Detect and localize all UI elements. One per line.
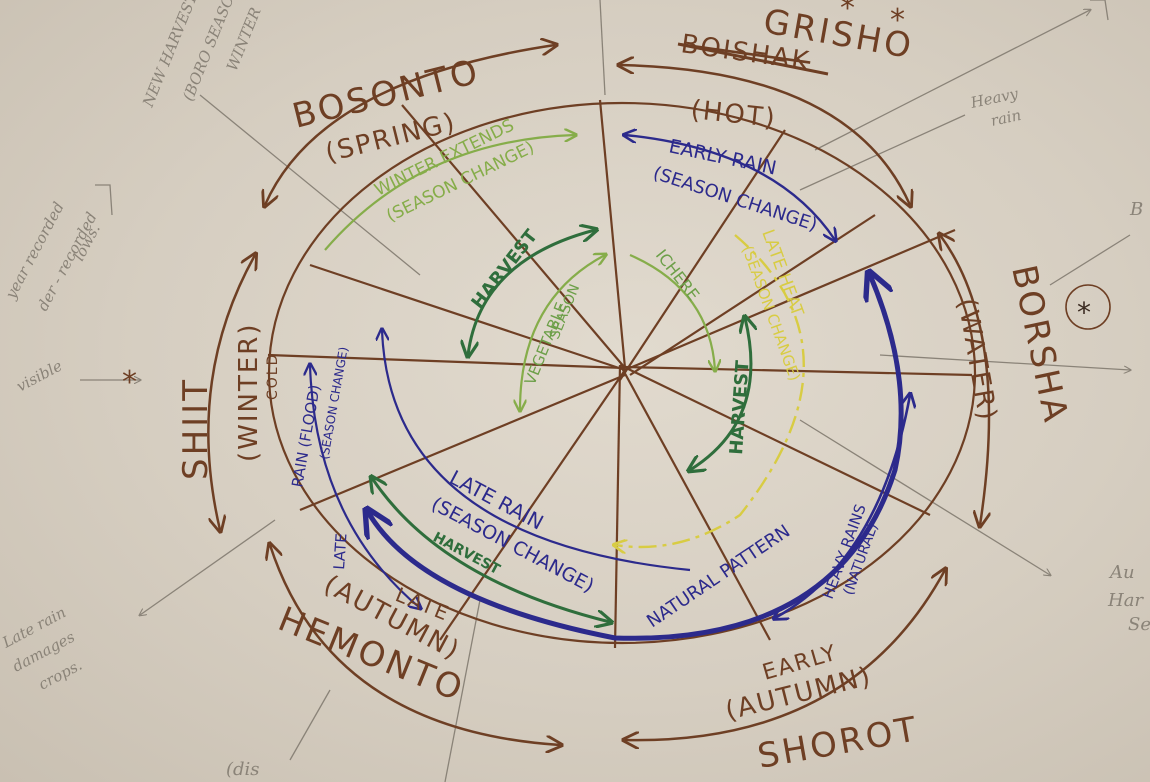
note-har: Har [1107, 590, 1144, 611]
season-arrows [207, 45, 989, 745]
circled-star-ring [1065, 284, 1111, 330]
arrow-shorot [625, 570, 945, 740]
label-rain-flood-sub: (SEASON CHANGE) [317, 346, 351, 461]
label-ichere: ICHERE [652, 246, 703, 304]
label-harvest-right: HARVEST [726, 359, 754, 455]
label-late-left: LATE [330, 533, 350, 571]
star-mark-shiit: * [122, 365, 137, 400]
spoke-12 [267, 353, 626, 370]
season-shiit-note: COLD [265, 353, 281, 400]
note-b: B [1129, 199, 1143, 220]
note-heavy-rain-2: rain [989, 106, 1023, 130]
rain-flood-arrow [310, 365, 420, 608]
spoke-2 [598, 99, 627, 369]
winter-extends-arrow [324, 135, 575, 251]
star-marks: * * * * [122, 0, 1111, 400]
arrow-borsha [940, 235, 989, 525]
arrow-grisho [620, 65, 910, 205]
spoke-7 [619, 364, 931, 516]
note-se: Se [1128, 614, 1150, 635]
note-au: Au [1108, 562, 1135, 583]
spoke-4 [629, 214, 876, 376]
season-borsha: BORSHA [1003, 262, 1076, 428]
season-grisho-sub: (HOT) [689, 95, 778, 134]
label-early-rain-sub: (SEASON CHANGE) [650, 163, 819, 236]
circled-star-mark: * [1077, 296, 1091, 329]
note-visible: visible [13, 357, 65, 396]
strikethrough [677, 42, 829, 76]
heavy-rains-arrow [775, 395, 910, 618]
star-mark-top-2: * [890, 3, 905, 38]
rain-arcs [310, 135, 910, 641]
season-shiit-sub: (WINTER) [234, 323, 264, 463]
arrow-shiit [207, 255, 255, 530]
arrow-bosonto [265, 45, 555, 205]
spoke-9 [613, 364, 622, 649]
season-shiit: SHIIT [176, 377, 216, 480]
label-harvest-top: HARVEST [467, 225, 542, 313]
season-shorot: SHOROT [755, 709, 923, 777]
note-dis: (dis [226, 759, 260, 780]
early-rain-arrow [625, 135, 835, 240]
star-mark-top-1: * [840, 0, 855, 26]
arrow-hemonto [270, 545, 560, 745]
